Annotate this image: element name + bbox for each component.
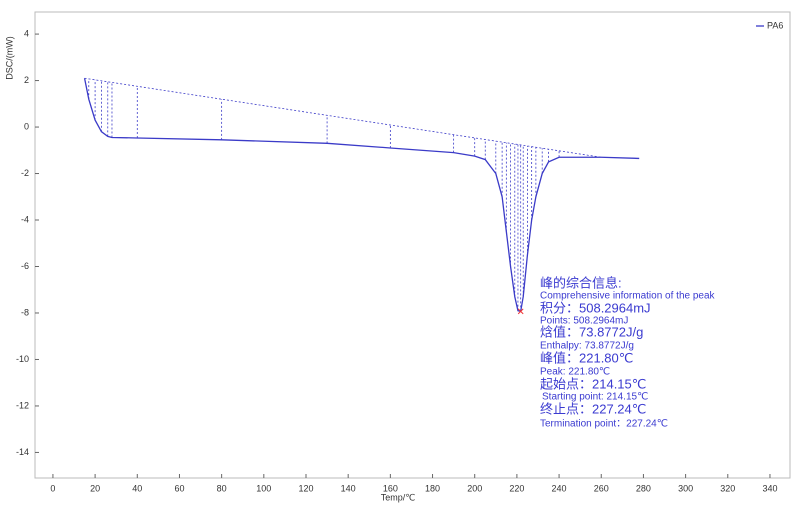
annotation: 峰值：221.80℃ [540,350,633,365]
annotation: 终止点：227.24℃ [540,401,646,416]
y-tick-label: -2 [21,168,29,178]
x-tick-label: 260 [594,483,609,493]
plot-frame [34,11,791,479]
annotation: 峰的综合信息: [540,275,622,290]
y-tick-label: -10 [16,354,29,364]
x-tick-label: 160 [383,483,398,493]
legend-label: PA6 [767,20,783,30]
annotation: Peak: 221.80℃ [540,367,610,378]
annotation: 积分：508.2964mJ [540,300,651,315]
y-tick-label: -4 [21,214,29,224]
x-tick-label: 340 [762,483,777,493]
x-tick-label: 240 [552,483,567,493]
annotation: Comprehensive information of the peak [540,291,716,302]
peak-marker [517,308,524,315]
y-tick-label: -6 [21,261,29,271]
x-axis-label: Temp/℃ [381,492,416,502]
y-tick-label: 4 [24,28,29,38]
y-tick-label: -8 [21,307,29,317]
x-tick-label: 0 [50,483,55,493]
x-tick-label: 20 [90,483,100,493]
x-tick-label: 300 [678,483,693,493]
x-tick-label: 140 [341,483,356,493]
data-line [83,78,640,313]
annotation: Enthalpy: 73.8772J/g [540,341,634,352]
x-tick-label: 220 [509,483,524,493]
x-tick-label: 320 [720,483,735,493]
y-tick-label: -14 [16,447,29,457]
x-tick-label: 40 [132,483,142,493]
annotation: 焓值：73.8772J/g [540,324,643,339]
annotation: 起始点：214.15℃ [540,376,646,391]
x-tick-label: 80 [217,483,227,493]
x-tick-label: 180 [425,483,440,493]
y-tick-label: 0 [24,121,29,131]
annotation: Termination point：227.24℃ [540,419,668,430]
y-tick-label: 2 [24,75,29,85]
peak-baseline [84,77,602,158]
y-tick-label: -12 [16,400,29,410]
x-tick-label: 60 [174,483,184,493]
x-tick-label: 100 [256,483,271,493]
annotation: Starting point: 214.15℃ [542,392,648,403]
x-tick-label: 200 [467,483,482,493]
annotation: Points: 508.2964mJ [540,316,628,327]
y-axis-label: DSC/(mW) [4,36,14,80]
x-tick-label: 280 [636,483,651,493]
x-tick-label: 120 [298,483,313,493]
